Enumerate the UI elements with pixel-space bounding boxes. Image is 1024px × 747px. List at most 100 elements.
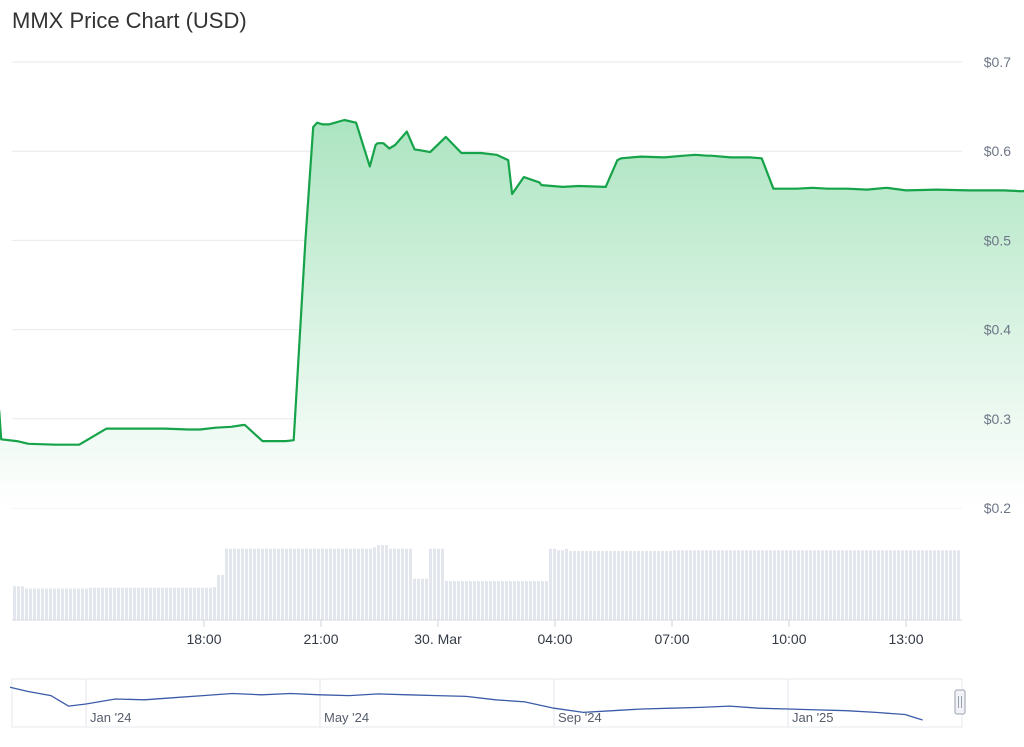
volume-bar	[65, 588, 68, 620]
volume-bar	[81, 588, 84, 620]
volume-bar	[741, 550, 744, 620]
volume-bar	[749, 550, 752, 620]
volume-bar	[693, 550, 696, 620]
navigator-tick-label: Jan '24	[90, 710, 132, 725]
volume-bar	[53, 588, 56, 620]
volume-bar	[665, 551, 668, 620]
volume-bar	[661, 551, 664, 620]
price-line	[0, 118, 1024, 446]
volume-bar	[565, 548, 568, 620]
volume-bar	[773, 550, 776, 620]
volume-bar	[197, 587, 200, 620]
y-tick-label: $0.4	[984, 322, 1011, 338]
volume-bar	[117, 587, 120, 620]
volume-bar	[937, 550, 940, 620]
volume-bar	[469, 581, 472, 620]
volume-bar	[605, 551, 608, 620]
volume-bar	[585, 551, 588, 620]
volume-bar	[41, 588, 44, 620]
y-tick-label: $0.5	[984, 232, 1011, 248]
volume-bar	[349, 548, 352, 620]
volume-bar	[581, 551, 584, 620]
volume-bar	[241, 548, 244, 620]
volume-bar	[433, 548, 436, 620]
volume-bar	[369, 548, 372, 620]
volume-bar	[833, 550, 836, 620]
volume-bar	[257, 548, 260, 620]
volume-bar	[841, 550, 844, 620]
volume-bar	[733, 550, 736, 620]
volume-bar	[157, 587, 160, 620]
volume-bar	[621, 551, 624, 620]
volume-bar	[837, 550, 840, 620]
y-axis-labels: $0.2 $0.3 $0.4 $0.5 $0.6 $0.7	[984, 54, 1011, 516]
y-tick-label: $0.3	[984, 411, 1011, 427]
volume-bar	[825, 550, 828, 620]
volume-bar	[389, 548, 392, 620]
volume-bar	[233, 548, 236, 620]
volume-bar	[177, 587, 180, 620]
volume-bar	[529, 581, 532, 620]
volume-bar	[61, 588, 64, 620]
volume-bar	[461, 581, 464, 620]
volume-bar	[909, 550, 912, 620]
navigator-tick-label: May '24	[324, 710, 369, 725]
x-tick-label: 07:00	[654, 631, 689, 647]
navigator-handle[interactable]	[954, 689, 966, 715]
volume-bar	[33, 588, 36, 620]
volume-bar	[737, 550, 740, 620]
volume-bar	[321, 548, 324, 620]
volume-bar	[441, 548, 444, 620]
volume-bar	[813, 550, 816, 620]
navigator[interactable]: Jan '24 May '24 Sep '24 Jan '25	[9, 678, 966, 728]
volume-bar	[405, 548, 408, 620]
volume-bar	[577, 551, 580, 620]
volume-bar	[149, 587, 152, 620]
volume-bar	[633, 551, 636, 620]
volume-bar	[421, 578, 424, 620]
volume-bar	[221, 575, 224, 620]
volume-bar	[485, 581, 488, 620]
volume-bar	[37, 588, 40, 620]
volume-bar	[541, 581, 544, 620]
volume-bar	[509, 581, 512, 620]
volume-bar	[657, 551, 660, 620]
volume-bar	[245, 548, 248, 620]
volume-bar	[713, 550, 716, 620]
volume-bar	[253, 548, 256, 620]
volume-bar	[957, 550, 960, 620]
volume-bar	[545, 581, 548, 620]
y-tick-label: $0.2	[984, 500, 1011, 516]
volume-bar	[865, 550, 868, 620]
volume-bar	[489, 581, 492, 620]
volume-bar	[121, 587, 124, 620]
volume-bar	[885, 550, 888, 620]
volume-bar	[329, 548, 332, 620]
volume-bar	[557, 550, 560, 620]
volume-bar	[49, 588, 52, 620]
volume-bar	[293, 548, 296, 620]
volume-bar	[817, 550, 820, 620]
x-axis-labels: 18:00 21:00 30. Mar 04:00 07:00 10:00 13:00	[12, 619, 962, 647]
volume-bar	[165, 587, 168, 620]
volume-bar	[861, 550, 864, 620]
volume-bar	[921, 550, 924, 620]
volume-bar	[929, 550, 932, 620]
volume-bar	[777, 550, 780, 620]
volume-bar	[897, 550, 900, 620]
chart-title: MMX Price Chart (USD)	[12, 8, 247, 33]
volume-bar	[609, 551, 612, 620]
volume-bar	[533, 581, 536, 620]
x-tick-label: 30. Mar	[414, 631, 462, 647]
volume-bar	[601, 551, 604, 620]
volume-bar	[669, 551, 672, 620]
volume-bar	[193, 587, 196, 620]
price-area	[0, 120, 1024, 508]
volume-bar	[445, 581, 448, 620]
volume-bar	[381, 545, 384, 620]
volume-bar	[553, 548, 556, 620]
volume-bar	[845, 550, 848, 620]
volume-bar	[953, 550, 956, 620]
volume-bar	[589, 551, 592, 620]
